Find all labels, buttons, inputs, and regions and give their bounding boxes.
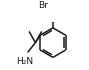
Text: Br: Br <box>38 1 48 10</box>
Text: H₂N: H₂N <box>16 57 34 66</box>
